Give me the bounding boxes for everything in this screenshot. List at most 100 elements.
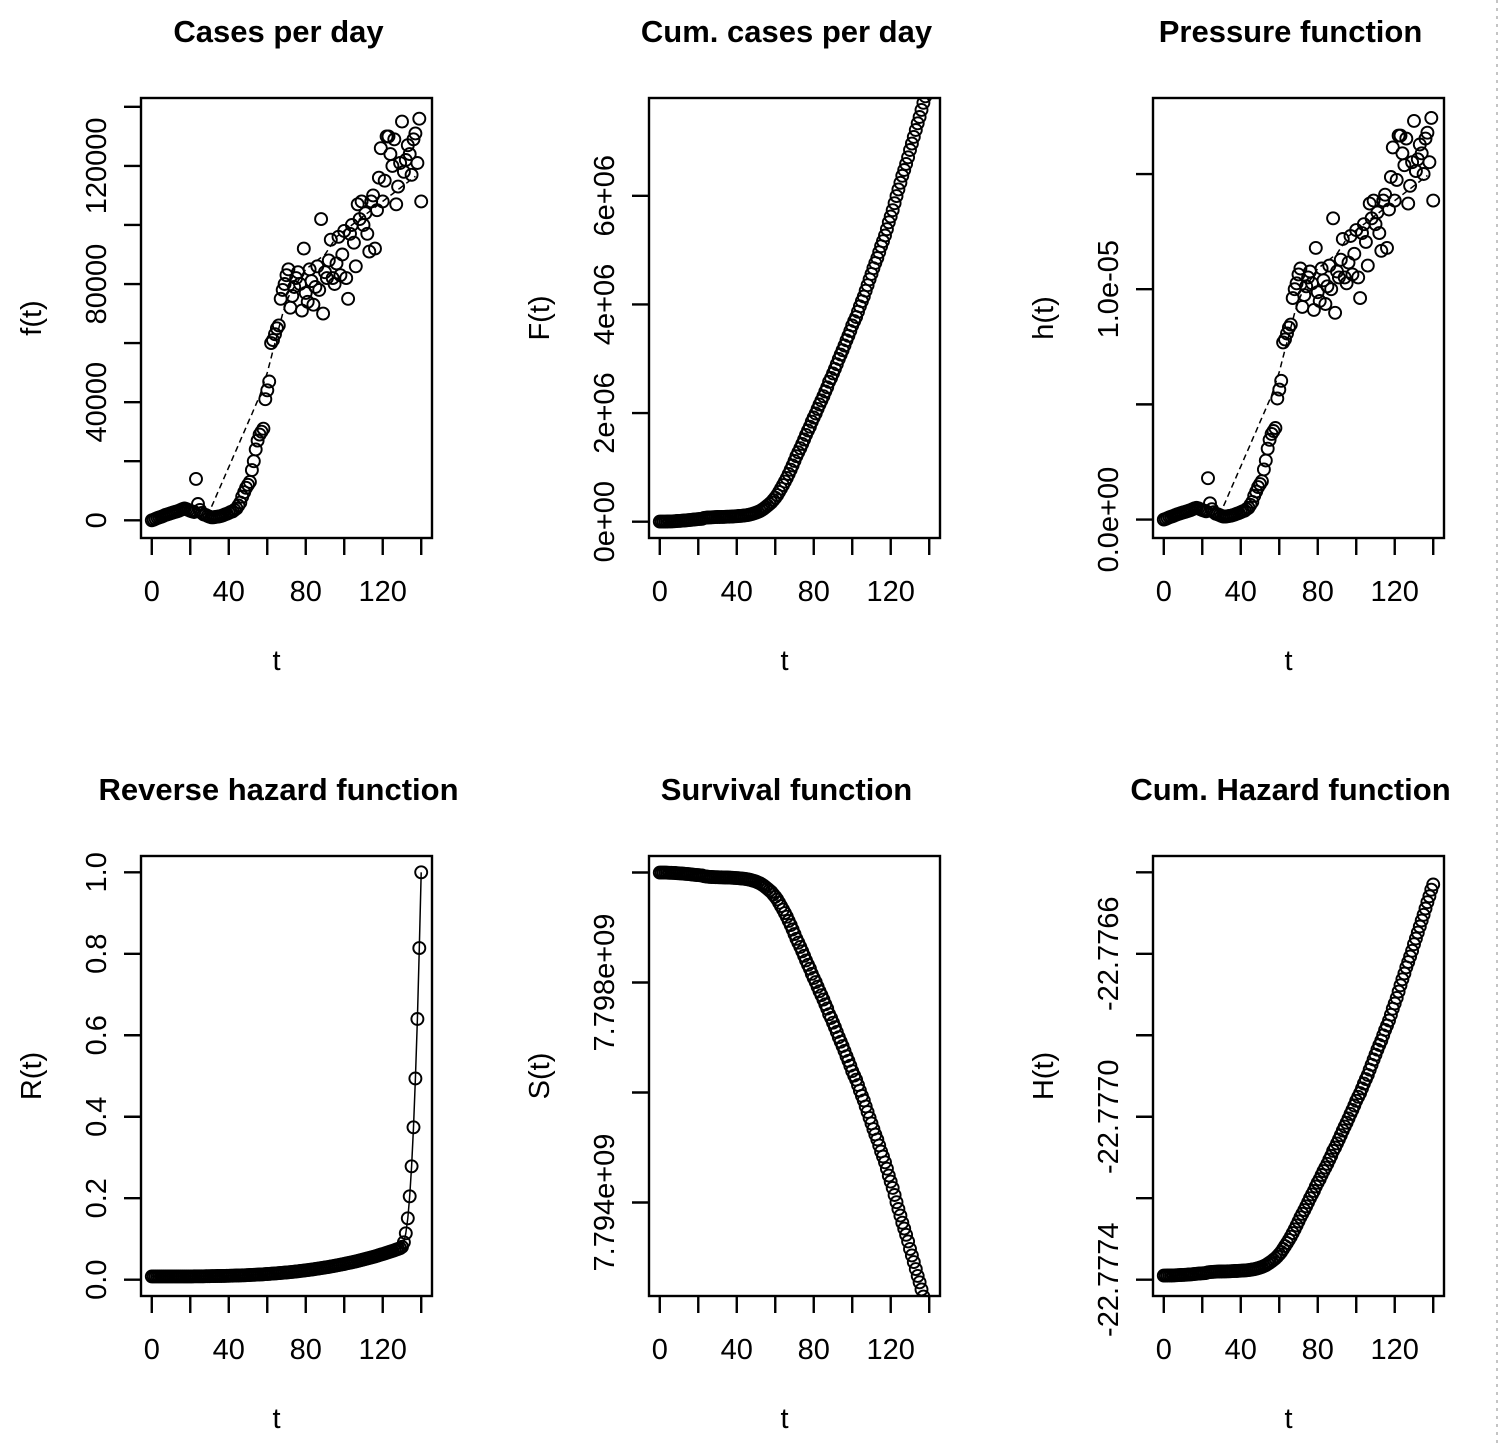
data-point: [893, 175, 908, 190]
data-point: [899, 1227, 914, 1242]
data-point: [256, 421, 271, 436]
y-tick-label: -22.7766: [1093, 897, 1125, 1012]
data-point: [383, 147, 398, 162]
plot-frame: [139, 854, 434, 1298]
data-points: [144, 865, 429, 1284]
data-points: [1156, 110, 1441, 527]
data-point: [400, 1211, 415, 1226]
data-point: [1335, 232, 1350, 246]
data-point: [271, 318, 286, 333]
x-tick-label: 0: [652, 1334, 668, 1366]
data-point: [1397, 158, 1412, 173]
data-point: [1308, 240, 1323, 255]
data-point: [298, 285, 313, 300]
data-point: [339, 271, 354, 286]
data-point: [1278, 332, 1292, 347]
data-point: [360, 226, 375, 241]
data-point: [906, 129, 921, 144]
data-point: [876, 234, 890, 249]
fitted-line: [151, 872, 422, 1278]
data-point: [294, 303, 309, 318]
data-point: [1410, 925, 1425, 940]
x-tick-label: 80: [290, 1334, 322, 1366]
data-point: [341, 291, 356, 306]
data-point: [269, 321, 284, 336]
data-point: [1401, 196, 1416, 211]
data-point: [1393, 978, 1408, 993]
x-tick-label: 120: [1371, 1334, 1419, 1366]
data-point: [1414, 913, 1429, 928]
x-tick-label: 120: [867, 1334, 915, 1366]
data-point: [329, 256, 344, 271]
y-tick-label: 80000: [81, 244, 113, 325]
data-point: [923, 77, 935, 89]
data-points: [1156, 877, 1441, 1283]
y-tick-label: 1.0e-05: [1093, 240, 1125, 338]
data-point: [1253, 477, 1267, 492]
data-point: [921, 83, 933, 95]
data-point: [916, 98, 931, 110]
data-point: [408, 126, 423, 141]
chart-title: Cases per day: [173, 14, 384, 49]
data-point: [1422, 155, 1437, 170]
data-point: [1341, 255, 1356, 270]
data-point: [414, 865, 429, 880]
y-axis-label: R(t): [16, 1052, 48, 1100]
y-tick-label: 6e+06: [589, 155, 621, 236]
data-point: [1391, 984, 1406, 999]
data-point: [897, 1221, 912, 1236]
data-point: [895, 168, 910, 183]
data-point: [408, 1071, 423, 1086]
data-point: [406, 132, 421, 147]
data-point: [1424, 110, 1439, 125]
x-axis-label: t: [272, 645, 280, 677]
chart-title: Cum. Hazard function: [1130, 772, 1450, 807]
x-tick-label: 40: [213, 576, 245, 608]
x-tick-label: 0: [652, 576, 668, 608]
data-point: [881, 215, 896, 230]
fitted-line: [206, 175, 416, 517]
y-tick-label: 120000: [81, 118, 113, 215]
data-point: [1328, 305, 1343, 320]
data-point: [885, 1180, 900, 1195]
data-point: [348, 259, 363, 274]
data-point: [387, 132, 402, 147]
data-point: [1256, 462, 1271, 477]
data-point: [396, 1235, 411, 1250]
data-point: [1407, 113, 1421, 128]
data-point: [1353, 291, 1368, 306]
data-point: [385, 158, 400, 173]
data-point: [1243, 497, 1258, 512]
panel-revhazard: Reverse hazard function 0 40 80 120 t 0.0 0.2 0.…: [16, 772, 459, 1435]
data-point: [1426, 193, 1441, 208]
y-tick-label: 4e+06: [589, 264, 621, 345]
data-point: [321, 253, 336, 268]
data-points: [652, 77, 935, 529]
data-point: [921, 1305, 933, 1317]
data-point: [908, 123, 923, 137]
data-point: [410, 1012, 425, 1026]
x-axis-label: t: [1284, 645, 1292, 677]
x-tick-label: 0: [144, 1334, 160, 1366]
data-point: [912, 1275, 927, 1290]
x-tick-label: 80: [798, 576, 830, 608]
data-point: [1418, 901, 1433, 916]
data-point: [903, 143, 917, 157]
data-point: [402, 1189, 417, 1204]
data-point: [410, 156, 425, 170]
data-point: [368, 241, 382, 256]
chart-title: Cum. cases per day: [641, 14, 933, 49]
x-tick-label: 80: [1302, 1334, 1334, 1366]
data-point: [248, 442, 263, 457]
data-point: [891, 182, 906, 197]
y-tick-label: -22.7774: [1093, 1222, 1125, 1337]
y-tick-label: 0.2: [81, 1178, 113, 1218]
x-tick-label: 40: [721, 1334, 753, 1366]
data-point: [1416, 907, 1431, 922]
data-point: [1320, 279, 1335, 294]
data-point: [281, 262, 296, 277]
data-point: [906, 1255, 921, 1270]
data-point: [402, 147, 417, 162]
